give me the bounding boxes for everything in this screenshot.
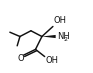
Text: OH: OH bbox=[53, 16, 66, 25]
Text: O: O bbox=[17, 54, 24, 63]
Polygon shape bbox=[42, 35, 56, 38]
Text: OH: OH bbox=[45, 56, 58, 65]
Text: NH: NH bbox=[57, 32, 70, 41]
Text: 2: 2 bbox=[64, 37, 68, 42]
